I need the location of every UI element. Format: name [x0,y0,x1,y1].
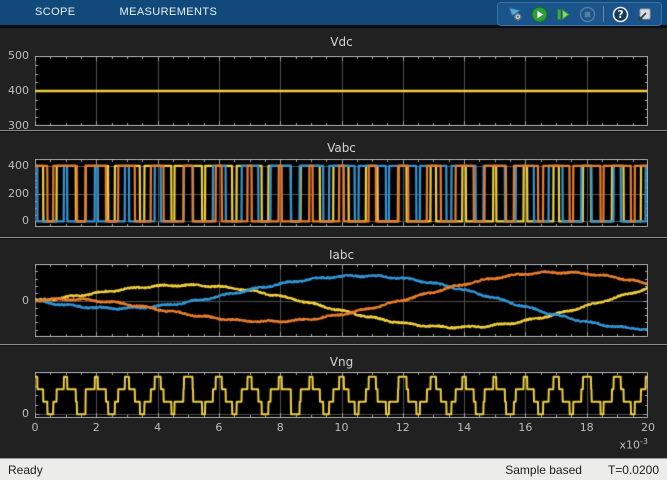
run-button[interactable] [527,4,551,24]
toolbar-divider [603,6,604,22]
y-tick-label: 0 [22,407,29,421]
y-tick-label: 200 [8,186,29,200]
pop-out-button[interactable] [632,4,656,24]
x-tick-label: 18 [579,421,594,434]
toolstrip: SCOPE MEASUREMENTS [0,0,667,28]
gear-flag-icon [508,6,521,20]
plot-title-iabc: Iabc [328,248,355,262]
plot-title-vdc: Vdc [330,35,353,49]
x-tick-label: 16 [518,421,533,434]
x-tick-label: 0 [31,421,39,434]
plot-title-vabc: Vabc [327,141,356,155]
status-sim-time: T=0.0200 [607,462,659,477]
x-tick-label: 20 [641,421,655,434]
question-mark-icon: ? [612,6,628,22]
svg-text:?: ? [617,9,623,21]
x-axis-multiplier: x10-3 [619,437,649,452]
x-tick-label: 8 [276,421,284,434]
iabc-plot-canvas[interactable] [35,264,648,337]
plot-title-vng: Vng [329,355,354,369]
simulation-button-group: ? [497,2,662,26]
step-forward-button[interactable] [551,4,575,24]
stop-button [575,4,599,24]
panel-separator [0,237,667,239]
x-tick-label: 6 [215,421,223,434]
vabc-plot-canvas[interactable] [35,159,648,227]
x-tick-label: 14 [457,421,472,434]
status-mode: Sample based [505,462,582,477]
y-tick-label: 500 [8,49,29,62]
status-bar: Ready Sample based T=0.0200 [0,458,667,480]
configure-button[interactable] [503,4,527,24]
x-tick-label: 12 [395,421,410,434]
panel-separator [0,344,667,346]
y-tick-label: 400 [8,84,29,97]
panel-separator [0,130,667,132]
y-tick-label: 300 [8,119,29,132]
y-tick-label: 0 [22,293,29,307]
stop-icon [579,6,595,22]
vng-plot-canvas[interactable] [35,372,648,418]
tab-measurements[interactable]: MEASUREMENTS [119,6,218,18]
pop-out-icon [638,8,650,20]
help-button[interactable]: ? [608,4,632,24]
y-tick-label: 0 [22,214,29,228]
tab-scope[interactable]: SCOPE [35,6,76,18]
x-tick-label: 2 [92,421,100,434]
tab-bar: SCOPE MEASUREMENTS [0,0,217,25]
y-tick-label: 400 [8,158,29,172]
step-forward-icon [556,8,570,20]
plot-area: Vdc Vabc Iabc Vng x10-3 300 400 500 0 200 400… [0,28,667,458]
x-tick-label: 4 [154,421,162,434]
play-icon [531,6,547,22]
vdc-plot-canvas[interactable] [35,56,648,126]
status-state: Ready [8,462,43,477]
x-tick-label: 10 [334,421,349,434]
